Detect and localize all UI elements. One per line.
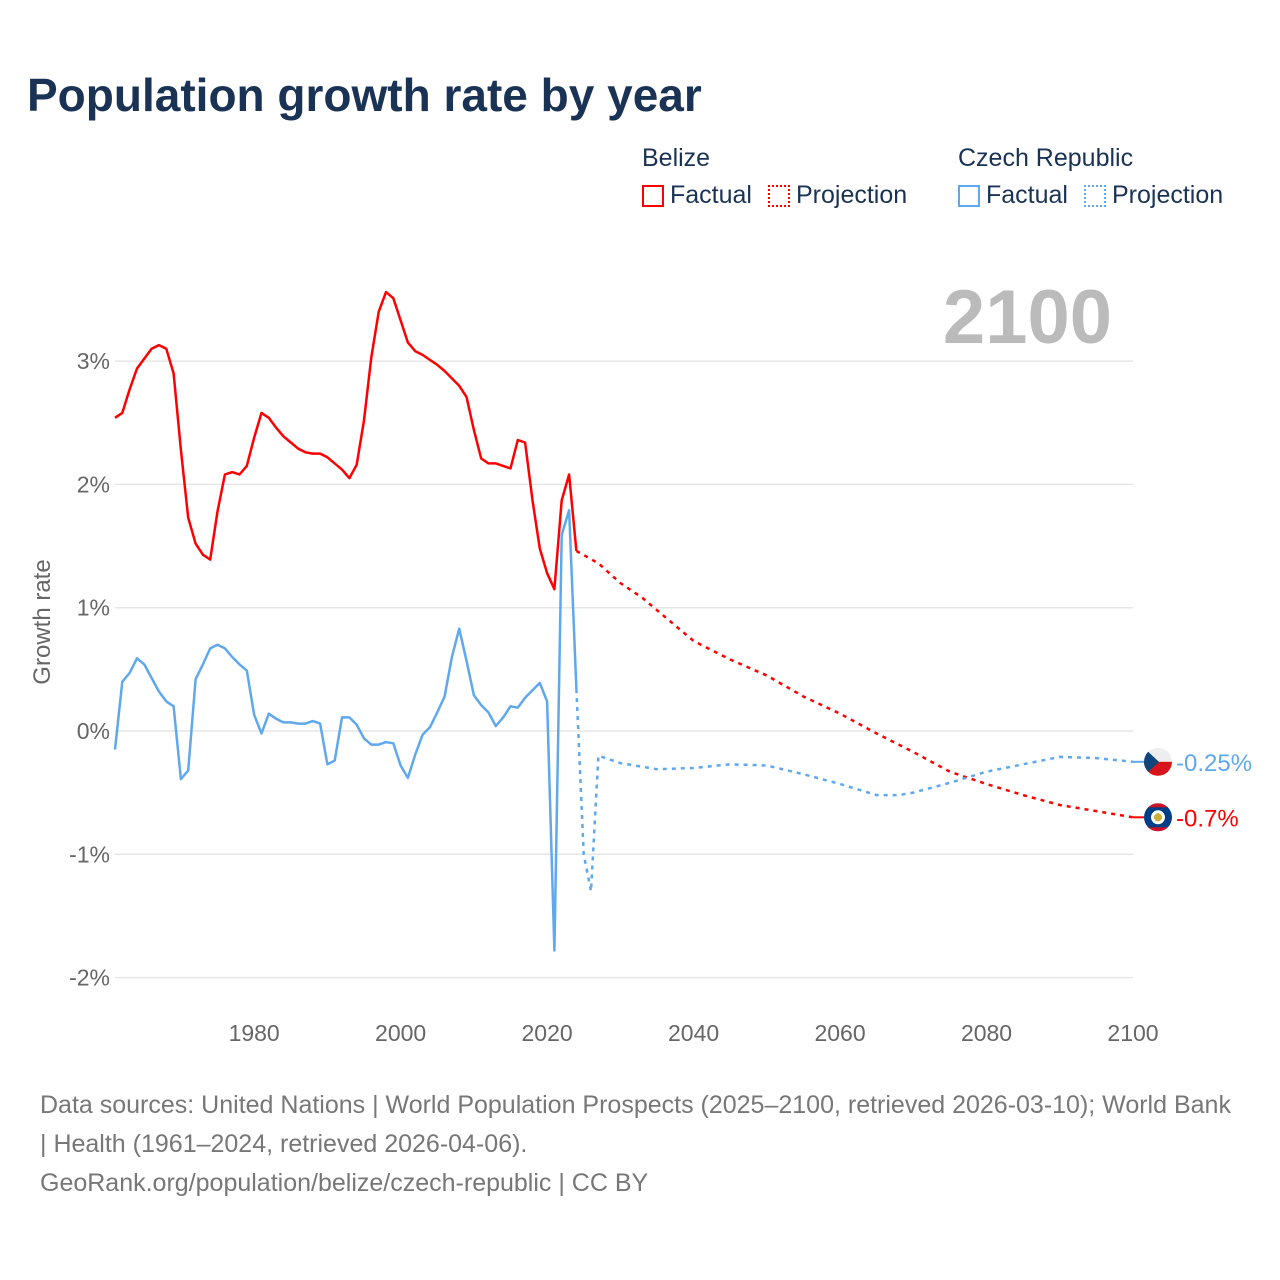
x-tick-label: 2000	[375, 1020, 426, 1046]
legend-item-belize-factual[interactable]: Factual	[642, 181, 752, 210]
flag-graphic	[1144, 747, 1172, 776]
x-tick-label: 2020	[522, 1020, 573, 1046]
legend-item-czech-projection[interactable]: Projection	[1083, 181, 1224, 210]
x-tick-label: 1980	[229, 1020, 280, 1046]
legend-label: Projection	[795, 181, 908, 209]
czech-republic-factual-line	[113, 509, 578, 952]
legend-group-title: Belize	[642, 144, 711, 172]
belize-projection-line	[575, 549, 1134, 819]
legend-group-belize: Belize Factual Projection	[642, 144, 907, 210]
legend-item-belize-projection[interactable]: Projection	[767, 181, 908, 210]
chart-title: Population growth rate by year	[27, 69, 702, 121]
legend-label: Factual	[670, 181, 752, 209]
czech-republic-projection-line	[575, 689, 1134, 893]
end-value-label: -0.25%	[1176, 750, 1252, 777]
y-tick-label: 3%	[77, 348, 110, 374]
czech-republic-flag-icon	[1144, 747, 1172, 776]
y-tick-label: -2%	[69, 965, 110, 991]
data-sources: Data sources: United Nations | World Pop…	[40, 1091, 1231, 1158]
y-tick-label: 1%	[77, 595, 110, 621]
belize-flag-icon	[1144, 803, 1172, 832]
legend-group-title: Czech Republic	[958, 144, 1134, 172]
x-tick-label: 2080	[961, 1020, 1012, 1046]
flag-graphic	[1144, 803, 1172, 832]
credit-link[interactable]: GeoRank.org/population/belize/czech-repu…	[40, 1169, 649, 1197]
y-tick-label: 0%	[77, 718, 110, 744]
legend-label: Factual	[986, 181, 1068, 209]
x-tick-label: 2060	[814, 1020, 865, 1046]
legend-swatch-solid	[958, 184, 980, 207]
legend-swatch-solid	[642, 184, 664, 207]
year-label: 2100	[943, 275, 1112, 360]
x-tick-label: 2040	[668, 1020, 719, 1046]
legend-swatch-dotted	[767, 184, 790, 207]
flag-red-top	[1144, 803, 1172, 808]
y-tick-label: 2%	[77, 471, 110, 497]
chart-area: 3% 2% 1% 0% -1% -2% 1980 2000 2020 2040 2060 2080 21…	[29, 275, 1252, 1046]
end-value-label: -0.7%	[1176, 805, 1239, 832]
legend-swatch-dotted	[1083, 184, 1106, 207]
y-tick-label: -1%	[69, 841, 110, 867]
flag-red-bottom	[1144, 827, 1172, 832]
legend-group-czech-republic: Czech Republic Factual Projection	[958, 144, 1223, 210]
x-tick-label: 2100	[1107, 1020, 1158, 1046]
flag-blue-triangle	[1144, 747, 1159, 776]
footer: Data sources: United Nations | World Pop…	[40, 1086, 1240, 1203]
y-axis-label: Growth rate	[29, 559, 56, 684]
legend-item-czech-factual[interactable]: Factual	[958, 181, 1068, 210]
flag-emblem-center	[1154, 813, 1162, 822]
legend-label: Projection	[1111, 181, 1224, 209]
belize-factual-line	[114, 290, 578, 591]
